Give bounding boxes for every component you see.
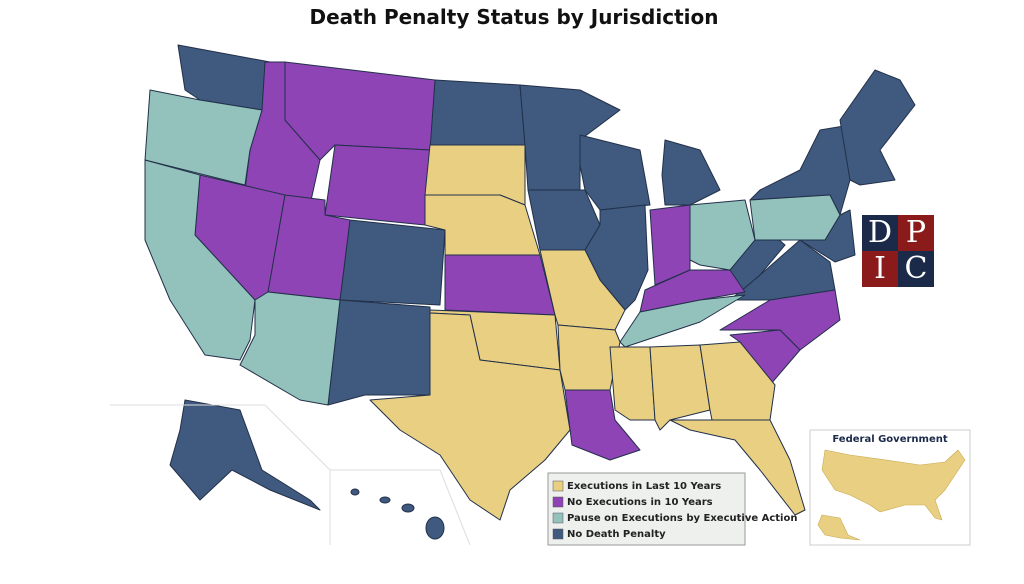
state — [327, 299, 431, 406]
legend-swatch — [552, 528, 564, 540]
state — [369, 312, 571, 521]
legend-label: Executions in Last 10 Years — [567, 481, 721, 492]
legend-label: No Executions in 10 Years — [567, 497, 713, 508]
state — [169, 399, 321, 511]
state — [649, 344, 711, 431]
legend-swatch — [552, 480, 564, 492]
state — [729, 329, 801, 386]
state — [527, 189, 601, 251]
legend-swatch — [552, 496, 564, 508]
federal-map — [821, 449, 966, 521]
logo-letter: P — [906, 215, 926, 250]
state — [444, 254, 556, 316]
state — [401, 503, 415, 513]
state — [557, 324, 621, 391]
legend-label: Pause on Executions by Executive Action — [567, 513, 797, 524]
state — [424, 194, 541, 256]
logo-cell — [862, 215, 898, 251]
state — [425, 516, 445, 540]
state — [839, 69, 916, 186]
logo-cell — [862, 251, 898, 287]
legend-box — [547, 472, 746, 546]
state — [609, 346, 656, 421]
states — [144, 44, 916, 540]
state — [144, 159, 256, 361]
federal-label: Federal Government — [832, 434, 947, 445]
state — [350, 488, 360, 496]
state — [661, 139, 721, 206]
state — [239, 291, 341, 406]
state — [429, 79, 526, 146]
logo-cell — [898, 251, 934, 287]
state — [284, 61, 436, 161]
logo: D P I C — [862, 215, 934, 287]
state — [689, 199, 756, 271]
federal-map — [817, 514, 861, 541]
logo-letter: C — [905, 251, 928, 286]
map-title: Death Penalty Status by Jurisdiction — [310, 5, 719, 29]
state — [749, 194, 841, 241]
state — [669, 419, 806, 516]
state — [324, 144, 431, 226]
logo-letter: I — [874, 251, 886, 286]
federal-inset: Federal Government — [809, 429, 971, 546]
state — [579, 134, 651, 211]
legend-label: No Death Penalty — [567, 529, 666, 540]
logo-cell — [898, 215, 934, 251]
state — [379, 496, 391, 504]
state — [339, 219, 446, 306]
legend: Executions in Last 10 Years No Executions… — [547, 472, 797, 546]
inset-border — [330, 469, 471, 546]
logo-letter: D — [868, 215, 892, 250]
legend-swatch — [552, 512, 564, 524]
inset-border — [110, 404, 331, 545]
